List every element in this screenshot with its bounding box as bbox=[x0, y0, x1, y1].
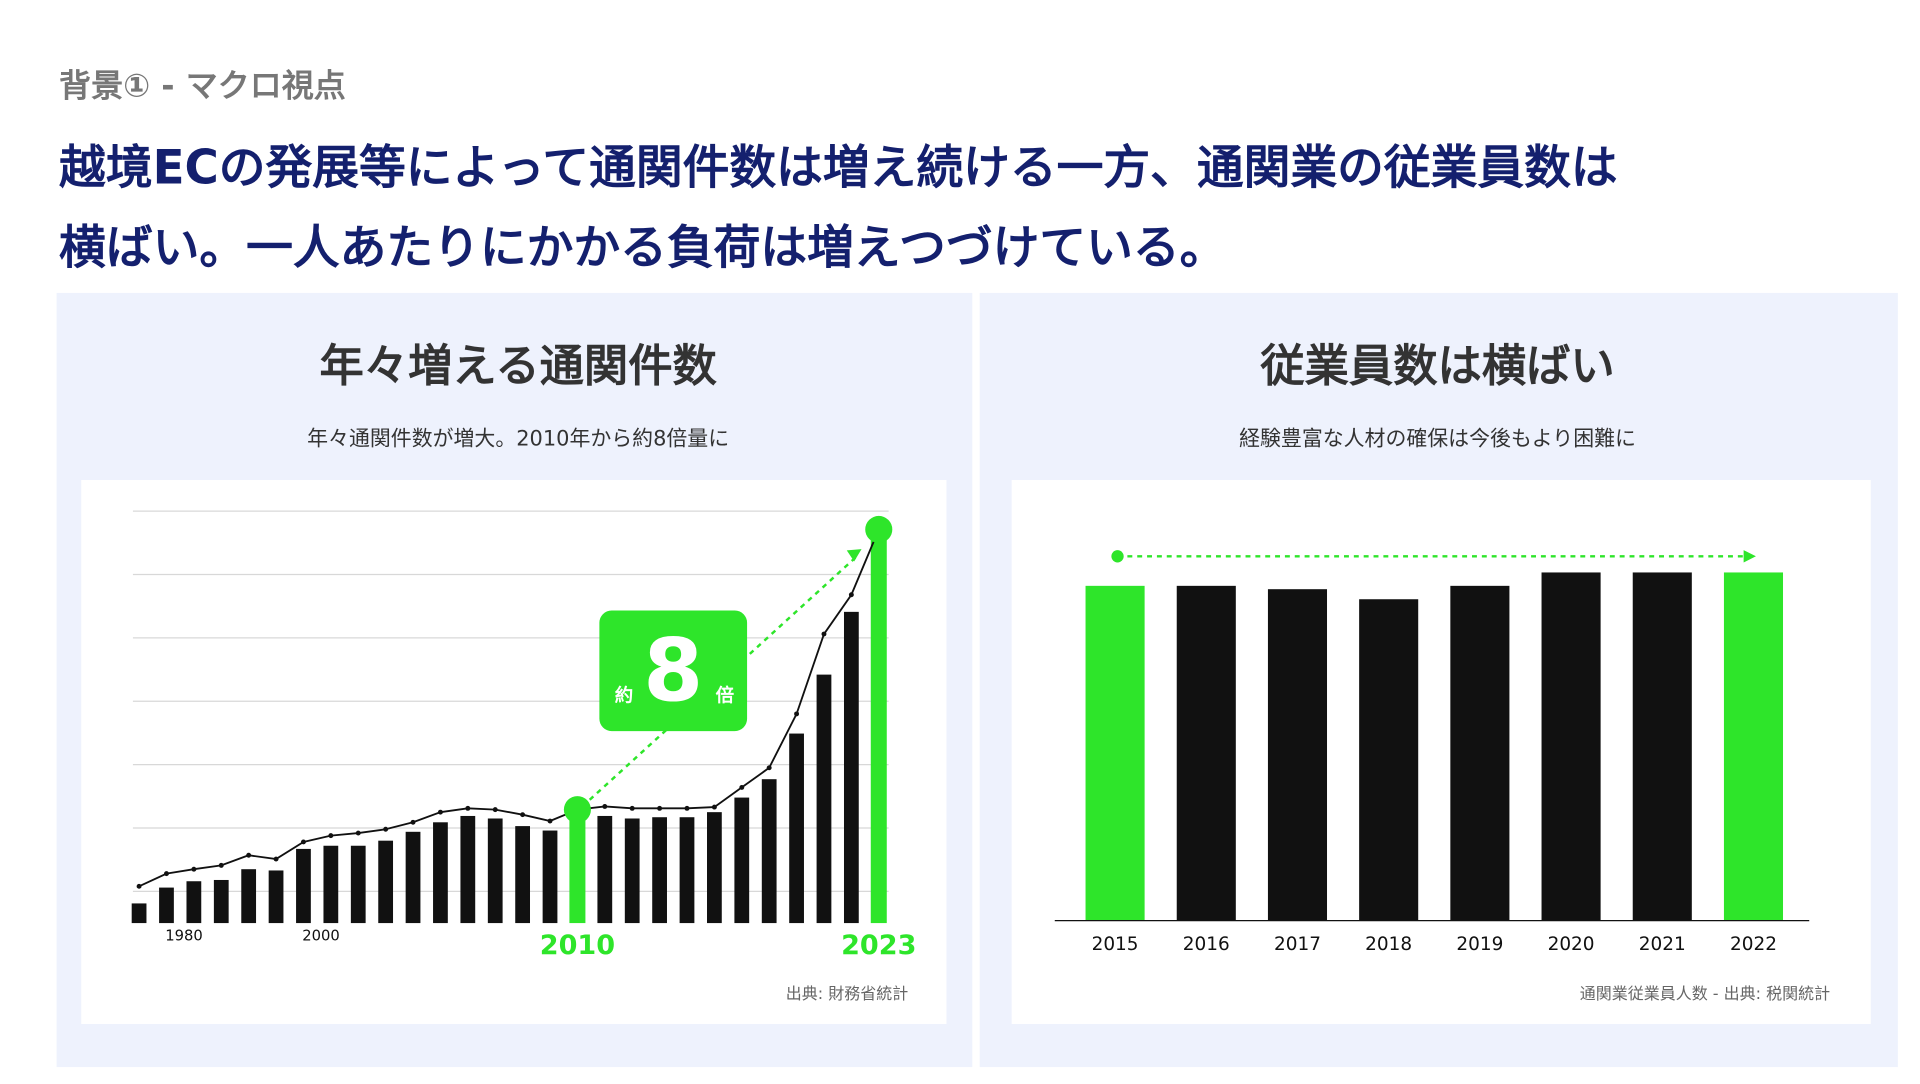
x-tick-label: 2023 bbox=[841, 930, 916, 961]
line-point bbox=[437, 809, 443, 815]
bar bbox=[679, 817, 695, 924]
bar bbox=[515, 826, 531, 924]
line-point bbox=[657, 805, 663, 811]
source: 通関業従業員人数 - 出典: 税関統計 bbox=[1580, 984, 1830, 1003]
line-point bbox=[355, 830, 361, 836]
line-point bbox=[739, 784, 745, 790]
line-point bbox=[191, 866, 197, 872]
bar bbox=[761, 779, 777, 924]
x-tick-label: 2018 bbox=[1365, 934, 1412, 955]
line-point bbox=[273, 856, 279, 862]
bar bbox=[652, 817, 667, 924]
bar bbox=[378, 840, 394, 924]
bar bbox=[1085, 585, 1145, 921]
bar bbox=[433, 822, 448, 924]
bar bbox=[734, 797, 750, 924]
annotation-box bbox=[599, 610, 748, 732]
bar bbox=[405, 831, 421, 924]
bar bbox=[131, 903, 147, 924]
bar bbox=[870, 529, 887, 924]
annotation-prefix: 約 bbox=[615, 685, 633, 707]
section-label: 背景① - マクロ視点 bbox=[59, 66, 346, 104]
bar bbox=[296, 848, 311, 924]
bar bbox=[707, 812, 722, 924]
bar bbox=[241, 869, 257, 924]
bar bbox=[213, 879, 229, 924]
line-point bbox=[794, 711, 800, 717]
x-tick-label: 2022 bbox=[1730, 934, 1777, 955]
panel-subtitle: 年々通関件数が増大。2010年から約8倍量に bbox=[307, 426, 729, 450]
line-point bbox=[629, 805, 635, 811]
line-point bbox=[328, 833, 334, 839]
bar bbox=[1723, 572, 1784, 921]
arrow-head bbox=[846, 549, 862, 562]
bar bbox=[350, 845, 366, 924]
x-tick-label: 2020 bbox=[1548, 934, 1595, 955]
bar bbox=[487, 818, 503, 924]
line-point bbox=[383, 826, 389, 832]
annotation-suffix: 倍 bbox=[716, 685, 735, 707]
x-tick-label: 2019 bbox=[1456, 934, 1503, 955]
line-point bbox=[602, 803, 608, 809]
bar bbox=[1267, 589, 1328, 921]
line-point bbox=[711, 804, 717, 810]
headline: 横ばい。一人あたりにかかる負荷は増えつづけている。 bbox=[59, 222, 1226, 276]
x-tick-label: 2000 bbox=[302, 928, 340, 945]
bar bbox=[1541, 572, 1601, 921]
x-tick-label: 1980 bbox=[165, 928, 203, 945]
bar bbox=[186, 881, 202, 924]
x-tick-label: 2015 bbox=[1092, 934, 1139, 955]
bar bbox=[624, 818, 640, 924]
panel-title: 年々増える通関件数 bbox=[319, 341, 717, 392]
bar bbox=[1176, 585, 1236, 921]
panel-title: 従業員数は横ばい bbox=[1259, 341, 1614, 392]
x-tick-label: 2017 bbox=[1274, 934, 1321, 955]
line-point bbox=[821, 631, 827, 637]
line-point bbox=[848, 592, 854, 598]
bar bbox=[843, 611, 859, 924]
bar bbox=[159, 887, 174, 924]
arrow-head bbox=[1743, 550, 1756, 563]
line-point bbox=[492, 807, 498, 813]
line-point bbox=[410, 819, 416, 825]
line-point bbox=[547, 818, 553, 824]
bar bbox=[1450, 585, 1510, 921]
line-point bbox=[246, 852, 252, 858]
line-point bbox=[218, 862, 224, 868]
x-tick-label: 2021 bbox=[1639, 934, 1686, 955]
bar bbox=[323, 845, 339, 924]
line-point bbox=[465, 805, 471, 811]
line-point bbox=[164, 871, 169, 877]
bar bbox=[789, 733, 804, 924]
bar bbox=[569, 815, 586, 924]
bar bbox=[460, 815, 476, 924]
line-point bbox=[865, 515, 893, 543]
x-tick-label: 2010 bbox=[540, 930, 615, 961]
source: 出典: 財務省統計 bbox=[786, 984, 908, 1003]
line-point bbox=[300, 839, 306, 845]
bar bbox=[542, 830, 558, 924]
headline: 越境ECの発展等によって通関件数は増え続ける一方、通関業の従業員数は bbox=[59, 142, 1618, 196]
line bbox=[138, 529, 880, 888]
annotation-value: 8 bbox=[643, 621, 703, 721]
bar bbox=[268, 870, 284, 924]
line-point bbox=[684, 805, 690, 811]
bar bbox=[1632, 572, 1692, 921]
line-point bbox=[520, 812, 526, 818]
x-tick-label: 2016 bbox=[1183, 934, 1230, 955]
bar bbox=[816, 674, 832, 924]
line-point bbox=[563, 796, 591, 824]
bar bbox=[1359, 599, 1419, 921]
line-point bbox=[766, 765, 772, 771]
panel-subtitle: 経験豊富な人材の確保は今後もより困難に bbox=[1239, 426, 1636, 450]
bar bbox=[597, 815, 613, 924]
line-point bbox=[136, 883, 142, 889]
